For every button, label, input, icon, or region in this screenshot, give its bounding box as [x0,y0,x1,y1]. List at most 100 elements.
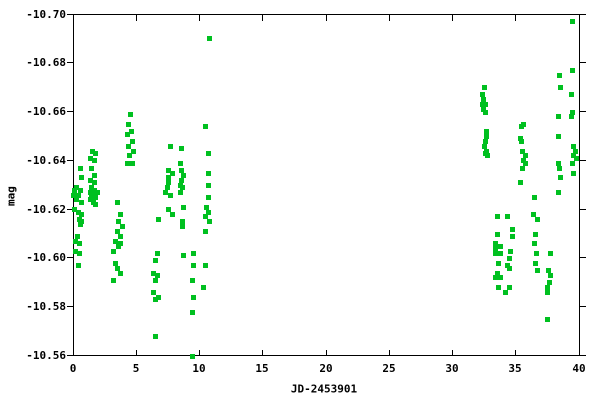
data-point [72,207,77,212]
data-point [179,146,184,151]
data-point [89,166,94,171]
y-tick [67,160,73,161]
data-point [111,278,116,283]
data-point [127,153,132,158]
data-point [570,110,575,115]
data-point [495,271,500,276]
data-point [510,234,515,239]
data-point [79,212,84,217]
data-point [78,188,83,193]
data-point [180,224,185,229]
plot-area [73,14,580,356]
x-tick [136,350,137,356]
data-point [548,273,553,278]
data-point [71,193,76,198]
data-point [558,175,563,180]
data-point [170,171,175,176]
data-point [79,219,84,224]
data-point [77,251,82,256]
x-tick-mirror [389,15,390,21]
data-point [73,239,78,244]
data-point [482,144,487,149]
data-point [207,219,212,224]
data-point [77,241,82,246]
data-point [574,156,579,161]
x-tick [326,350,327,356]
data-point [481,107,486,112]
y-tick-label: -10.64 [26,154,66,167]
data-point [546,268,551,273]
data-point [115,229,120,234]
y-tick-mirror [580,257,586,258]
data-point [518,180,523,185]
data-point [126,122,131,127]
data-point [508,249,513,254]
data-point [181,253,186,258]
data-point [495,232,500,237]
data-point [120,224,125,229]
data-point [204,205,209,210]
data-point [207,36,212,41]
data-point [191,251,196,256]
data-point [505,214,510,219]
data-point [118,234,123,239]
x-tick-label: 5 [132,362,140,375]
data-point [571,171,576,176]
data-point [89,185,94,190]
data-point [178,190,183,195]
data-point [168,144,173,149]
data-point [203,124,208,129]
y-tick [67,111,73,112]
data-point [521,158,526,163]
data-point [498,244,503,249]
x-tick-mirror [515,15,516,21]
y-tick [67,14,73,15]
data-point [151,271,156,276]
data-point [493,246,498,251]
data-point [531,212,536,217]
data-point [170,212,175,217]
y-tick [67,257,73,258]
data-point [498,251,503,256]
y-tick [67,306,73,307]
data-point [557,166,562,171]
data-point [482,85,487,90]
data-point [93,195,98,200]
data-point [116,244,121,249]
data-point [93,151,98,156]
data-point [569,114,574,119]
data-point [496,261,501,266]
data-point [79,200,84,205]
data-point [180,219,185,224]
data-point [93,202,98,207]
data-point [558,85,563,90]
data-point [130,139,135,144]
x-tick [515,350,516,356]
data-point [480,102,485,107]
data-point [166,207,171,212]
data-point [206,151,211,156]
y-tick-label: -10.68 [26,56,66,69]
x-tick-label: 20 [319,362,333,375]
data-point [179,178,184,183]
data-point [181,173,186,178]
data-point [111,249,116,254]
y-tick [67,209,73,210]
data-point [203,263,208,268]
data-point [493,241,498,246]
data-point [503,290,508,295]
data-point [480,92,485,97]
data-point [153,297,158,302]
data-point [125,161,130,166]
data-point [519,124,524,129]
data-point [179,168,184,173]
data-point [534,251,539,256]
x-tick-mirror [199,15,200,21]
x-axis-title: JD-2453901 [290,382,358,396]
data-point [116,219,121,224]
data-point [131,149,136,154]
data-point [74,197,79,202]
x-tick [452,350,453,356]
data-point [91,190,96,195]
data-point [203,214,208,219]
